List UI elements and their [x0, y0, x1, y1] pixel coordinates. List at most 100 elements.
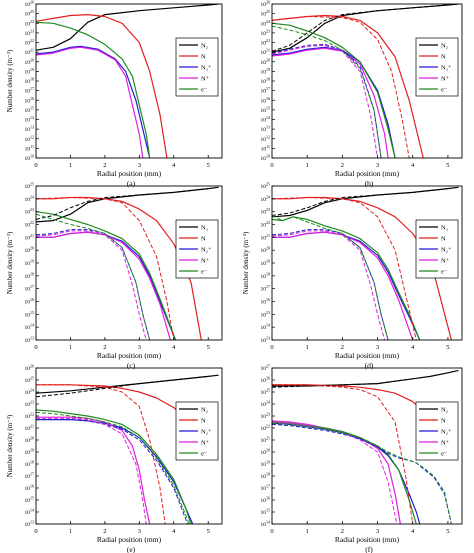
x-tick-label: 2 — [103, 528, 106, 535]
y-tick-exponent: 11 — [266, 144, 270, 149]
x-tick-label: 2 — [341, 344, 344, 351]
y-tick-exponent: 25 — [30, 376, 34, 381]
y-tick-exponent: 16 — [30, 96, 34, 101]
y-tick-exponent: 20 — [30, 436, 34, 441]
series-line-e — [36, 409, 192, 524]
y-tick-label: 1024 — [261, 400, 271, 409]
y-tick-exponent: 18 — [266, 77, 270, 82]
x-tick-label: 0 — [270, 528, 273, 535]
y-tick-label: 1013 — [25, 520, 35, 529]
y-tick-exponent: 25 — [266, 9, 270, 14]
legend-label: e⁻ — [441, 269, 447, 276]
y-tick-label: 1018 — [261, 271, 271, 280]
y-tick-label: 1019 — [261, 67, 271, 76]
y-tick-label: 1023 — [261, 412, 271, 421]
y-tick-exponent: 23 — [30, 400, 34, 405]
y-tick-label: 1018 — [25, 271, 35, 280]
y-tick-label: 1025 — [261, 9, 271, 18]
y-tick-label: 1015 — [25, 105, 35, 114]
y-tick-exponent: 17 — [30, 86, 34, 91]
y-tick-exponent: 20 — [266, 246, 270, 251]
x-tick-label: 5 — [446, 344, 449, 351]
y-tick-exponent: 24 — [30, 19, 34, 24]
y-tick-label: 1026 — [261, 0, 271, 8]
y-tick-label: 1023 — [25, 28, 35, 37]
y-tick-label: 1021 — [25, 48, 35, 57]
y-tick-exponent: 22 — [266, 424, 270, 429]
y-tick-exponent: 19 — [266, 259, 270, 264]
series-line-N2p-dashed — [272, 43, 382, 158]
series-line-N-dashed — [36, 384, 166, 524]
x-tick-label: 4 — [411, 344, 415, 351]
series-line-Np — [272, 231, 414, 340]
y-tick-exponent: 17 — [266, 86, 270, 91]
y-tick-label: 1015 — [25, 496, 35, 505]
x-tick-label: 4 — [411, 528, 415, 535]
y-tick-label: 1022 — [261, 38, 271, 47]
y-tick-exponent: 23 — [30, 28, 34, 33]
y-tick-exponent: 24 — [266, 194, 270, 199]
series-line-e — [272, 22, 396, 158]
y-tick-label: 1014 — [25, 323, 35, 332]
y-tick-label: 1012 — [261, 134, 271, 143]
y-tick-label: 1025 — [25, 9, 35, 18]
y-tick-label: 1015 — [261, 508, 271, 517]
y-tick-label: 1013 — [25, 125, 35, 134]
legend-label: N₂ — [441, 407, 448, 414]
y-tick-exponent: 19 — [266, 67, 270, 72]
y-tick-exponent: 18 — [266, 271, 270, 276]
y-tick-exponent: 14 — [30, 115, 34, 120]
y-tick-label: 1019 — [261, 460, 271, 469]
y-tick-label: 1018 — [261, 77, 271, 86]
y-tick-exponent: 18 — [30, 460, 34, 465]
y-tick-exponent: 23 — [266, 207, 270, 212]
y-tick-label: 1019 — [261, 259, 271, 268]
x-tick-label: 2 — [103, 162, 106, 169]
chart-panel-6: 0 1 2 3 4 51014101510161017101810191020102110… — [261, 364, 463, 553]
y-tick-exponent: 21 — [30, 233, 34, 238]
y-tick-exponent: 26 — [266, 0, 270, 5]
y-tick-exponent: 19 — [30, 67, 34, 72]
y-tick-label: 1015 — [25, 310, 35, 319]
x-tick-label: 3 — [138, 162, 141, 169]
legend-label: N⁺ — [441, 440, 449, 447]
series-line-Np-dashed — [272, 230, 386, 340]
series-line-e-dashed — [36, 213, 151, 340]
y-tick-exponent: 18 — [30, 77, 34, 82]
x-tick-label: 1 — [69, 528, 72, 535]
y-tick-exponent: 26 — [30, 0, 34, 5]
y-tick-exponent: 22 — [266, 38, 270, 43]
y-tick-exponent: 15 — [266, 105, 270, 110]
y-tick-exponent: 24 — [266, 400, 270, 405]
y-tick-exponent: 13 — [266, 336, 270, 341]
x-tick-label: 3 — [376, 344, 379, 351]
series-line-Np-dashed — [272, 44, 379, 158]
x-axis-label: Radial position (mm) — [97, 351, 162, 360]
x-tick-label: 5 — [446, 162, 449, 169]
y-tick-exponent: 22 — [30, 220, 34, 225]
series-line-Np — [36, 46, 144, 158]
y-tick-exponent: 19 — [30, 259, 34, 264]
legend-label: N₂ — [441, 225, 448, 232]
x-tick-label: 1 — [306, 344, 309, 351]
series-line-N2-dashed — [36, 375, 209, 398]
y-tick-label: 1015 — [261, 310, 271, 319]
y-tick-exponent: 20 — [266, 57, 270, 62]
y-tick-label: 1014 — [25, 115, 35, 124]
y-tick-label: 1017 — [25, 472, 35, 481]
y-axis-label: Number density (m⁻³) — [6, 414, 14, 477]
x-axis-label: Radial position (mm) — [97, 535, 162, 544]
y-tick-label: 1011 — [25, 144, 34, 153]
y-tick-label: 1017 — [25, 284, 35, 293]
y-tick-label: 1014 — [261, 520, 271, 529]
y-tick-exponent: 14 — [30, 323, 34, 328]
plot-frame — [35, 367, 223, 525]
y-tick-exponent: 24 — [30, 194, 34, 199]
y-tick-label: 1026 — [25, 0, 35, 8]
x-tick-label: 3 — [376, 528, 379, 535]
legend-label: e⁻ — [201, 87, 207, 94]
series-line-N — [272, 14, 424, 158]
y-tick-label: 1021 — [261, 436, 271, 445]
series-line-N2-dashed — [272, 378, 413, 388]
